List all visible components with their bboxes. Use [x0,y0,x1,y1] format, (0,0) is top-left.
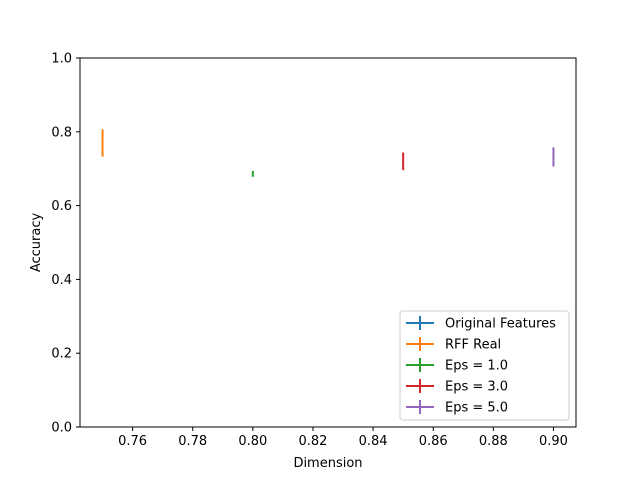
y-tick-label: 0.4 [51,273,72,288]
x-axis-label: Dimension [293,456,362,471]
legend-item: Eps = 1.0 [406,358,508,374]
y-tick-label: 0.0 [51,421,72,436]
legend-label: Eps = 1.0 [445,359,508,374]
legend-label: Eps = 3.0 [445,380,508,395]
y-tick-label: 1.0 [51,52,72,67]
x-tick-label: 0.80 [238,434,267,449]
x-tick-label: 0.76 [118,434,147,449]
x-tick-label: 0.78 [178,434,207,449]
legend-label: Original Features [445,317,556,332]
plot-frame [79,57,577,428]
plot-area [79,57,577,428]
legend-box [399,310,570,421]
x-tick-label: 0.88 [479,434,508,449]
x-axis-ticks: 0.76 0.78 0.80 0.82 0.84 0.86 0.88 0.90 [118,427,568,449]
y-tick-label: 0.2 [51,347,72,362]
legend: Original Features RFF Real Eps = 1.0 Eps = … [399,310,570,421]
y-tick-label: 0.6 [51,199,72,214]
x-tick-label: 0.90 [539,434,568,449]
legend-label: RFF Real [445,338,501,353]
x-tick-label: 0.84 [359,434,388,449]
y-tick-label: 0.8 [51,125,72,140]
y-axis-ticks: 0.0 0.2 0.4 0.6 0.8 1.0 [51,52,80,436]
legend-label: Eps = 5.0 [445,401,508,416]
legend-item: RFF Real [406,337,501,353]
legend-item: Eps = 5.0 [406,400,508,416]
y-axis-label: Accuracy [29,213,44,273]
legend-item: Eps = 3.0 [406,379,508,395]
x-tick-label: 0.82 [298,434,327,449]
x-tick-label: 0.86 [419,434,448,449]
legend-item: Original Features [406,316,556,332]
